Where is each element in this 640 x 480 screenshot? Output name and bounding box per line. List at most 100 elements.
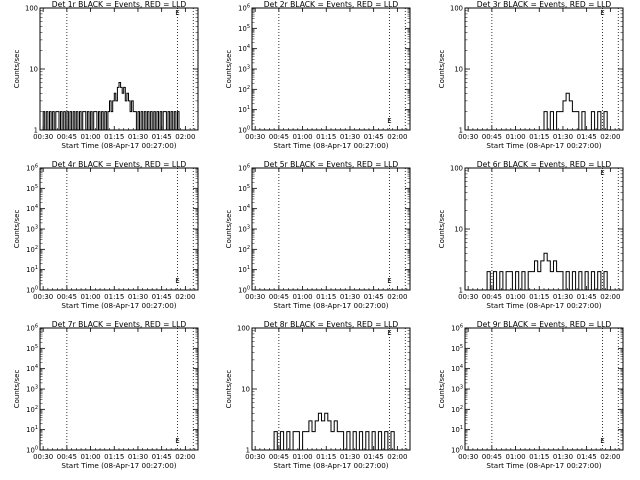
y-tick-label: 10 — [29, 66, 38, 74]
y-tick-label: 102 — [451, 405, 463, 414]
y-tick-label: 105 — [238, 24, 250, 33]
y-tick-label: 102 — [26, 405, 38, 414]
y-tick-label: 101 — [238, 265, 250, 274]
data-series-1 — [40, 82, 181, 131]
x-tick-label: 02:00 — [600, 133, 620, 141]
y-tick-label: 106 — [26, 324, 38, 333]
x-tick-label: 01:15 — [104, 453, 124, 461]
x-tick-label: 01:00 — [80, 293, 100, 301]
y-tick-label: 104 — [238, 44, 250, 53]
y-axis-label: Counts/sec — [225, 370, 233, 409]
x-tick-label: 01:15 — [104, 133, 124, 141]
panel-title: Det 1r BLACK = Events, RED = LLD — [52, 0, 187, 9]
x-tick-label: 00:45 — [269, 293, 289, 301]
y-tick-label: 103 — [238, 65, 250, 74]
panel-title: Det 3r BLACK = Events, RED = LLD — [477, 0, 612, 9]
y-tick-label: 104 — [238, 204, 250, 213]
x-axis-label: Start Time (08-Apr-17 00:27:00) — [486, 301, 601, 310]
y-tick-label: 105 — [238, 184, 250, 193]
y-tick-label: 106 — [238, 164, 250, 173]
y-tick-label: 104 — [26, 204, 38, 213]
panel-title: Det 2r BLACK = Events, RED = LLD — [264, 0, 399, 9]
x-tick-label: 01:30 — [553, 453, 573, 461]
panel-title: Det 9r BLACK = Events, RED = LLD — [477, 320, 612, 329]
x-tick-label: 02:00 — [600, 453, 620, 461]
y-tick-label: 1 — [459, 127, 463, 135]
y-tick-label: 100 — [237, 325, 250, 333]
data-series-1 — [271, 412, 395, 451]
y-tick-label: 100 — [450, 165, 463, 173]
data-series-1 — [484, 252, 608, 291]
x-axis-label: Start Time (08-Apr-17 00:27:00) — [486, 461, 601, 470]
x-tick-label: 00:45 — [57, 133, 77, 141]
x-tick-label: 01:45 — [152, 133, 172, 141]
x-tick-label: 01:45 — [364, 293, 384, 301]
panel-title: Det 4r BLACK = Events, RED = LLD — [52, 160, 187, 169]
panel-det-8: Det 8r BLACK = Events, RED = LLD 00:30 00:… — [225, 320, 411, 470]
y-tick-label: 102 — [238, 245, 250, 254]
event-marker: E — [600, 437, 604, 445]
x-tick-label: 02:00 — [175, 133, 195, 141]
panel-det-1: Det 1r BLACK = Events, RED = LLD 00:30 00:… — [13, 0, 199, 150]
x-axis-label: Start Time (08-Apr-17 00:27:00) — [61, 301, 176, 310]
x-tick-label: 00:30 — [458, 133, 478, 141]
y-tick-label: 106 — [451, 324, 463, 333]
y-tick-label: 10 — [454, 226, 463, 234]
x-axis-label: Start Time (08-Apr-17 00:27:00) — [61, 141, 176, 150]
panel-det-6: Det 6r BLACK = Events, RED = LLD 00:30 00:… — [438, 160, 624, 310]
panel-det-9: Det 9r BLACK = Events, RED = LLD 00:30 00:… — [438, 320, 624, 470]
y-tick-label: 1 — [246, 447, 250, 455]
x-tick-label: 01:15 — [316, 453, 336, 461]
x-axis-label: Start Time (08-Apr-17 00:27:00) — [486, 141, 601, 150]
plot-frame — [39, 327, 199, 451]
x-axis-label: Start Time (08-Apr-17 00:27:00) — [273, 141, 388, 150]
y-tick-label: 105 — [26, 344, 38, 353]
x-axis-label: Start Time (08-Apr-17 00:27:00) — [61, 461, 176, 470]
x-tick-label: 00:45 — [57, 293, 77, 301]
x-tick-label: 01:45 — [364, 453, 384, 461]
y-tick-label: 1 — [459, 287, 463, 295]
event-marker: E — [600, 169, 604, 177]
plot-frame — [39, 167, 199, 291]
y-tick-label: 10 — [454, 66, 463, 74]
panel-title: Det 5r BLACK = Events, RED = LLD — [264, 160, 399, 169]
x-tick-label: 02:00 — [175, 293, 195, 301]
event-marker: E — [387, 329, 391, 337]
x-tick-label: 00:30 — [245, 453, 265, 461]
x-tick-label: 00:45 — [57, 453, 77, 461]
x-tick-label: 00:45 — [482, 453, 502, 461]
y-tick-label: 106 — [238, 4, 250, 13]
x-tick-label: 01:45 — [577, 453, 597, 461]
y-tick-label: 100 — [238, 286, 250, 295]
x-tick-label: 00:30 — [33, 293, 53, 301]
y-axis-label: Counts/sec — [13, 370, 21, 409]
x-tick-label: 00:45 — [269, 133, 289, 141]
y-tick-label: 102 — [238, 85, 250, 94]
panel-det-2: Det 2r BLACK = Events, RED = LLD 00:30 00:… — [225, 0, 411, 150]
y-tick-label: 100 — [25, 5, 38, 13]
y-axis-label: Counts/sec — [13, 50, 21, 89]
panel-det-7: Det 7r BLACK = Events, RED = LLD 00:30 00:… — [13, 320, 199, 470]
x-tick-label: 01:45 — [364, 133, 384, 141]
panel-title: Det 7r BLACK = Events, RED = LLD — [52, 320, 187, 329]
y-tick-label: 101 — [451, 425, 463, 434]
x-tick-label: 01:15 — [316, 133, 336, 141]
y-tick-label: 100 — [450, 5, 463, 13]
x-tick-label: 00:30 — [458, 293, 478, 301]
event-marker: E — [175, 277, 179, 285]
x-tick-label: 01:00 — [80, 453, 100, 461]
panel-title: Det 8r BLACK = Events, RED = LLD — [264, 320, 399, 329]
y-tick-label: 100 — [451, 446, 463, 455]
x-tick-label: 01:00 — [80, 133, 100, 141]
x-tick-label: 01:00 — [505, 453, 525, 461]
y-tick-label: 103 — [451, 385, 463, 394]
y-tick-label: 103 — [26, 225, 38, 234]
x-tick-label: 01:45 — [152, 293, 172, 301]
panel-det-3: Det 3r BLACK = Events, RED = LLD 00:30 00:… — [438, 0, 624, 150]
x-tick-label: 00:30 — [245, 293, 265, 301]
x-tick-label: 02:00 — [175, 453, 195, 461]
y-tick-label: 1 — [34, 127, 38, 135]
y-axis-label: Counts/sec — [13, 210, 21, 249]
plot-frame — [251, 167, 411, 291]
